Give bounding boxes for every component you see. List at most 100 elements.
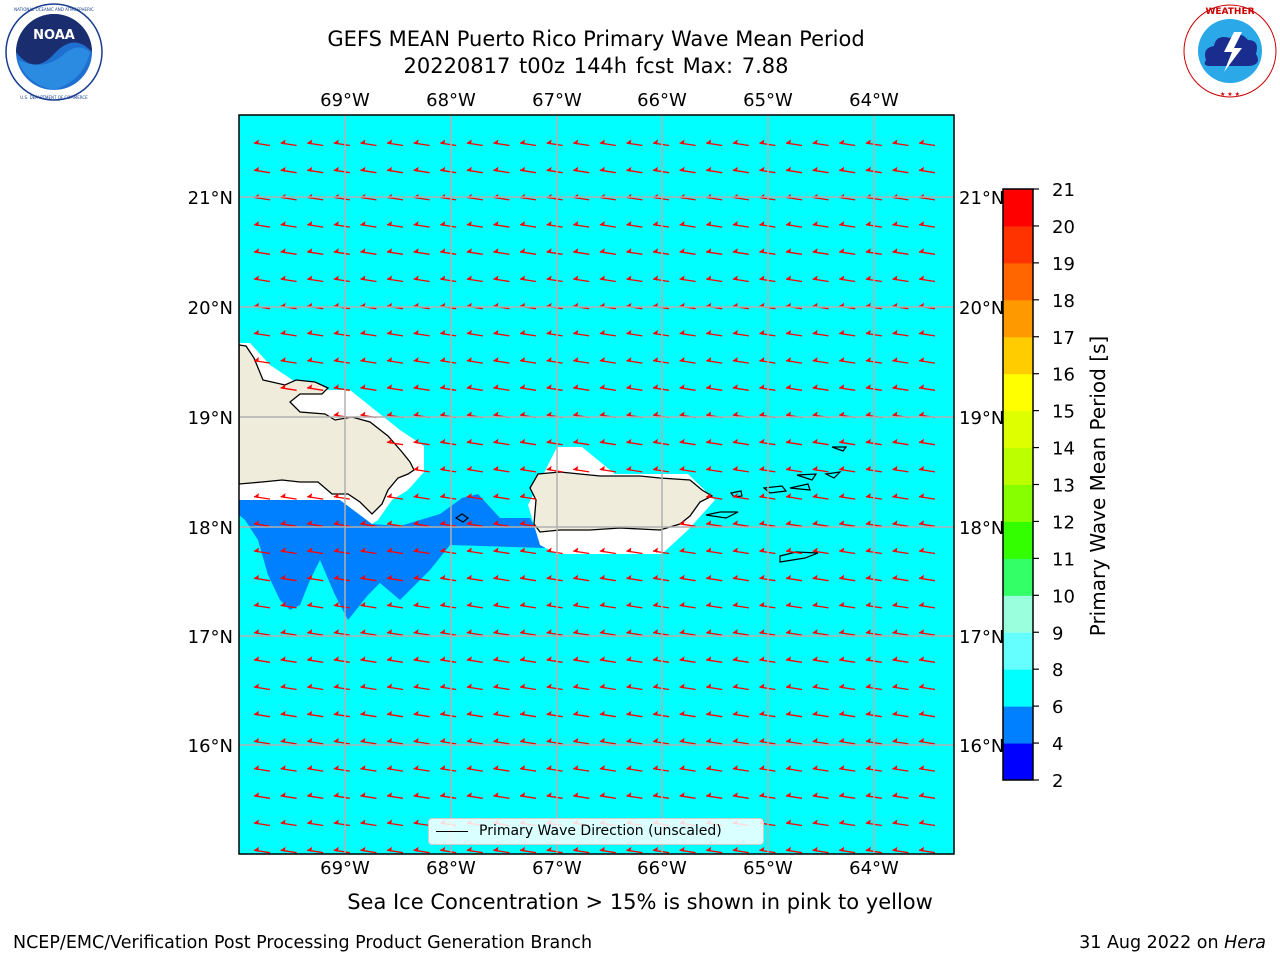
wave-arrow — [573, 275, 590, 283]
wave-arrow-head — [679, 574, 685, 580]
wave-arrow-head — [732, 683, 738, 689]
wave-arrow-head — [573, 683, 579, 689]
wave-arrow-head — [413, 846, 419, 852]
wave-arrow — [652, 629, 670, 636]
wave-arrow — [626, 384, 643, 391]
wave-arrow — [599, 166, 616, 174]
wave-arrow-head — [839, 166, 845, 172]
wave-arrow-head — [653, 601, 658, 607]
wave-arrow — [280, 275, 297, 283]
wave-arrow-head — [759, 547, 765, 553]
wave-arrow-head — [812, 493, 818, 499]
wave-arrow-head — [653, 248, 658, 254]
colorbar-swatch — [1003, 299, 1033, 338]
wave-arrow-head — [333, 221, 339, 227]
wave-arrow-head — [413, 465, 419, 471]
wave-arrow — [732, 601, 749, 609]
wave-arrow-head — [413, 737, 419, 743]
wave-arrow-head — [839, 792, 845, 798]
wave-arrow — [546, 384, 563, 391]
wave-arrow-head — [812, 465, 818, 471]
wave-arrow-head — [307, 384, 313, 390]
wave-arrow-head — [307, 710, 313, 716]
wave-arrow-head — [812, 683, 818, 689]
land-puerto-rico — [529, 471, 714, 533]
wave-arrow — [626, 737, 643, 745]
wave-arrow-head — [440, 329, 446, 335]
wave-arrow-head — [466, 248, 472, 254]
wave-arrow-head — [706, 547, 712, 553]
wave-arrow — [307, 493, 324, 500]
wave-arrow-head — [520, 547, 525, 553]
wave-arrow-head — [599, 329, 605, 335]
wave-arrow-head — [626, 438, 632, 444]
wave-arrow — [440, 166, 457, 174]
wave-arrow — [599, 683, 616, 691]
svg-text:U.S. DEPARTMENT OF COMMERCE: U.S. DEPARTMENT OF COMMERCE — [20, 95, 88, 100]
wave-arrow-head — [759, 248, 765, 254]
wave-arrow — [892, 574, 909, 582]
wave-arrow — [413, 438, 430, 446]
wave-arrow-head — [759, 520, 765, 526]
wave-arrow — [892, 465, 909, 473]
wave-arrow-head — [254, 819, 259, 825]
wave-arrow — [573, 629, 590, 636]
wave-arrow-head — [732, 547, 738, 553]
wave-arrow — [386, 737, 404, 745]
wave-arrow-head — [865, 493, 871, 499]
wave-arrow-head — [254, 656, 259, 662]
wave-arrow-head — [865, 275, 871, 281]
wave-arrow-head — [786, 656, 791, 662]
wave-arrow-head — [546, 465, 552, 471]
colorbar-tick-label: 21 — [1052, 180, 1075, 201]
wave-arrow-head — [865, 221, 871, 227]
wave-arrow-head — [679, 520, 685, 526]
wave-arrow — [253, 846, 271, 854]
wave-arrow-head — [865, 547, 871, 553]
wave-arrow — [599, 574, 616, 582]
wave-arrow-head — [759, 737, 765, 743]
colorbar-tick-label: 10 — [1052, 586, 1075, 607]
wave-arrow-head — [333, 792, 339, 798]
wave-arrow — [679, 166, 696, 174]
wave-arrow — [413, 601, 430, 609]
wave-arrow-head — [573, 139, 579, 145]
wave-arrow-head — [599, 737, 605, 743]
wave-arrow — [892, 139, 909, 147]
wave-arrow — [546, 357, 563, 364]
wave-arrow-head — [706, 737, 712, 743]
wave-arrow — [812, 846, 829, 854]
wave-arrow — [892, 357, 909, 364]
wave-arrow — [839, 792, 856, 799]
wave-arrow-head — [626, 737, 632, 743]
wave-arrow-head — [440, 411, 446, 417]
wave-arrow — [307, 329, 324, 337]
wave-arrow-head — [892, 574, 898, 580]
wave-arrow — [440, 139, 457, 147]
wave-arrow — [546, 221, 563, 228]
wave-arrow — [706, 329, 723, 337]
wave-arrow-head — [520, 574, 525, 580]
wave-arrow — [253, 765, 271, 772]
wave-arrow — [599, 792, 616, 799]
wave-arrow — [892, 275, 909, 283]
wave-arrow-head — [865, 629, 871, 635]
wave-arrow-head — [839, 221, 845, 227]
wave-arrow — [732, 493, 749, 500]
wave-arrow-head — [520, 465, 525, 471]
wave-arrow-head — [387, 221, 392, 227]
wave-arrow — [440, 357, 457, 364]
wave-arrow-head — [466, 139, 472, 145]
wave-arrow-head — [599, 248, 605, 254]
wave-arrow-head — [759, 765, 765, 771]
wave-arrow-head — [653, 683, 658, 689]
wave-arrow — [732, 166, 749, 174]
wave-arrow-head — [254, 737, 259, 743]
wave-arrow-head — [706, 275, 712, 281]
wave-arrow-head — [732, 357, 738, 363]
colorbar-swatch — [1003, 373, 1033, 412]
wave-arrow — [573, 601, 590, 609]
wave-arrow-head — [653, 438, 658, 444]
wave-arrow — [493, 601, 510, 609]
wave-arrow — [307, 656, 324, 663]
